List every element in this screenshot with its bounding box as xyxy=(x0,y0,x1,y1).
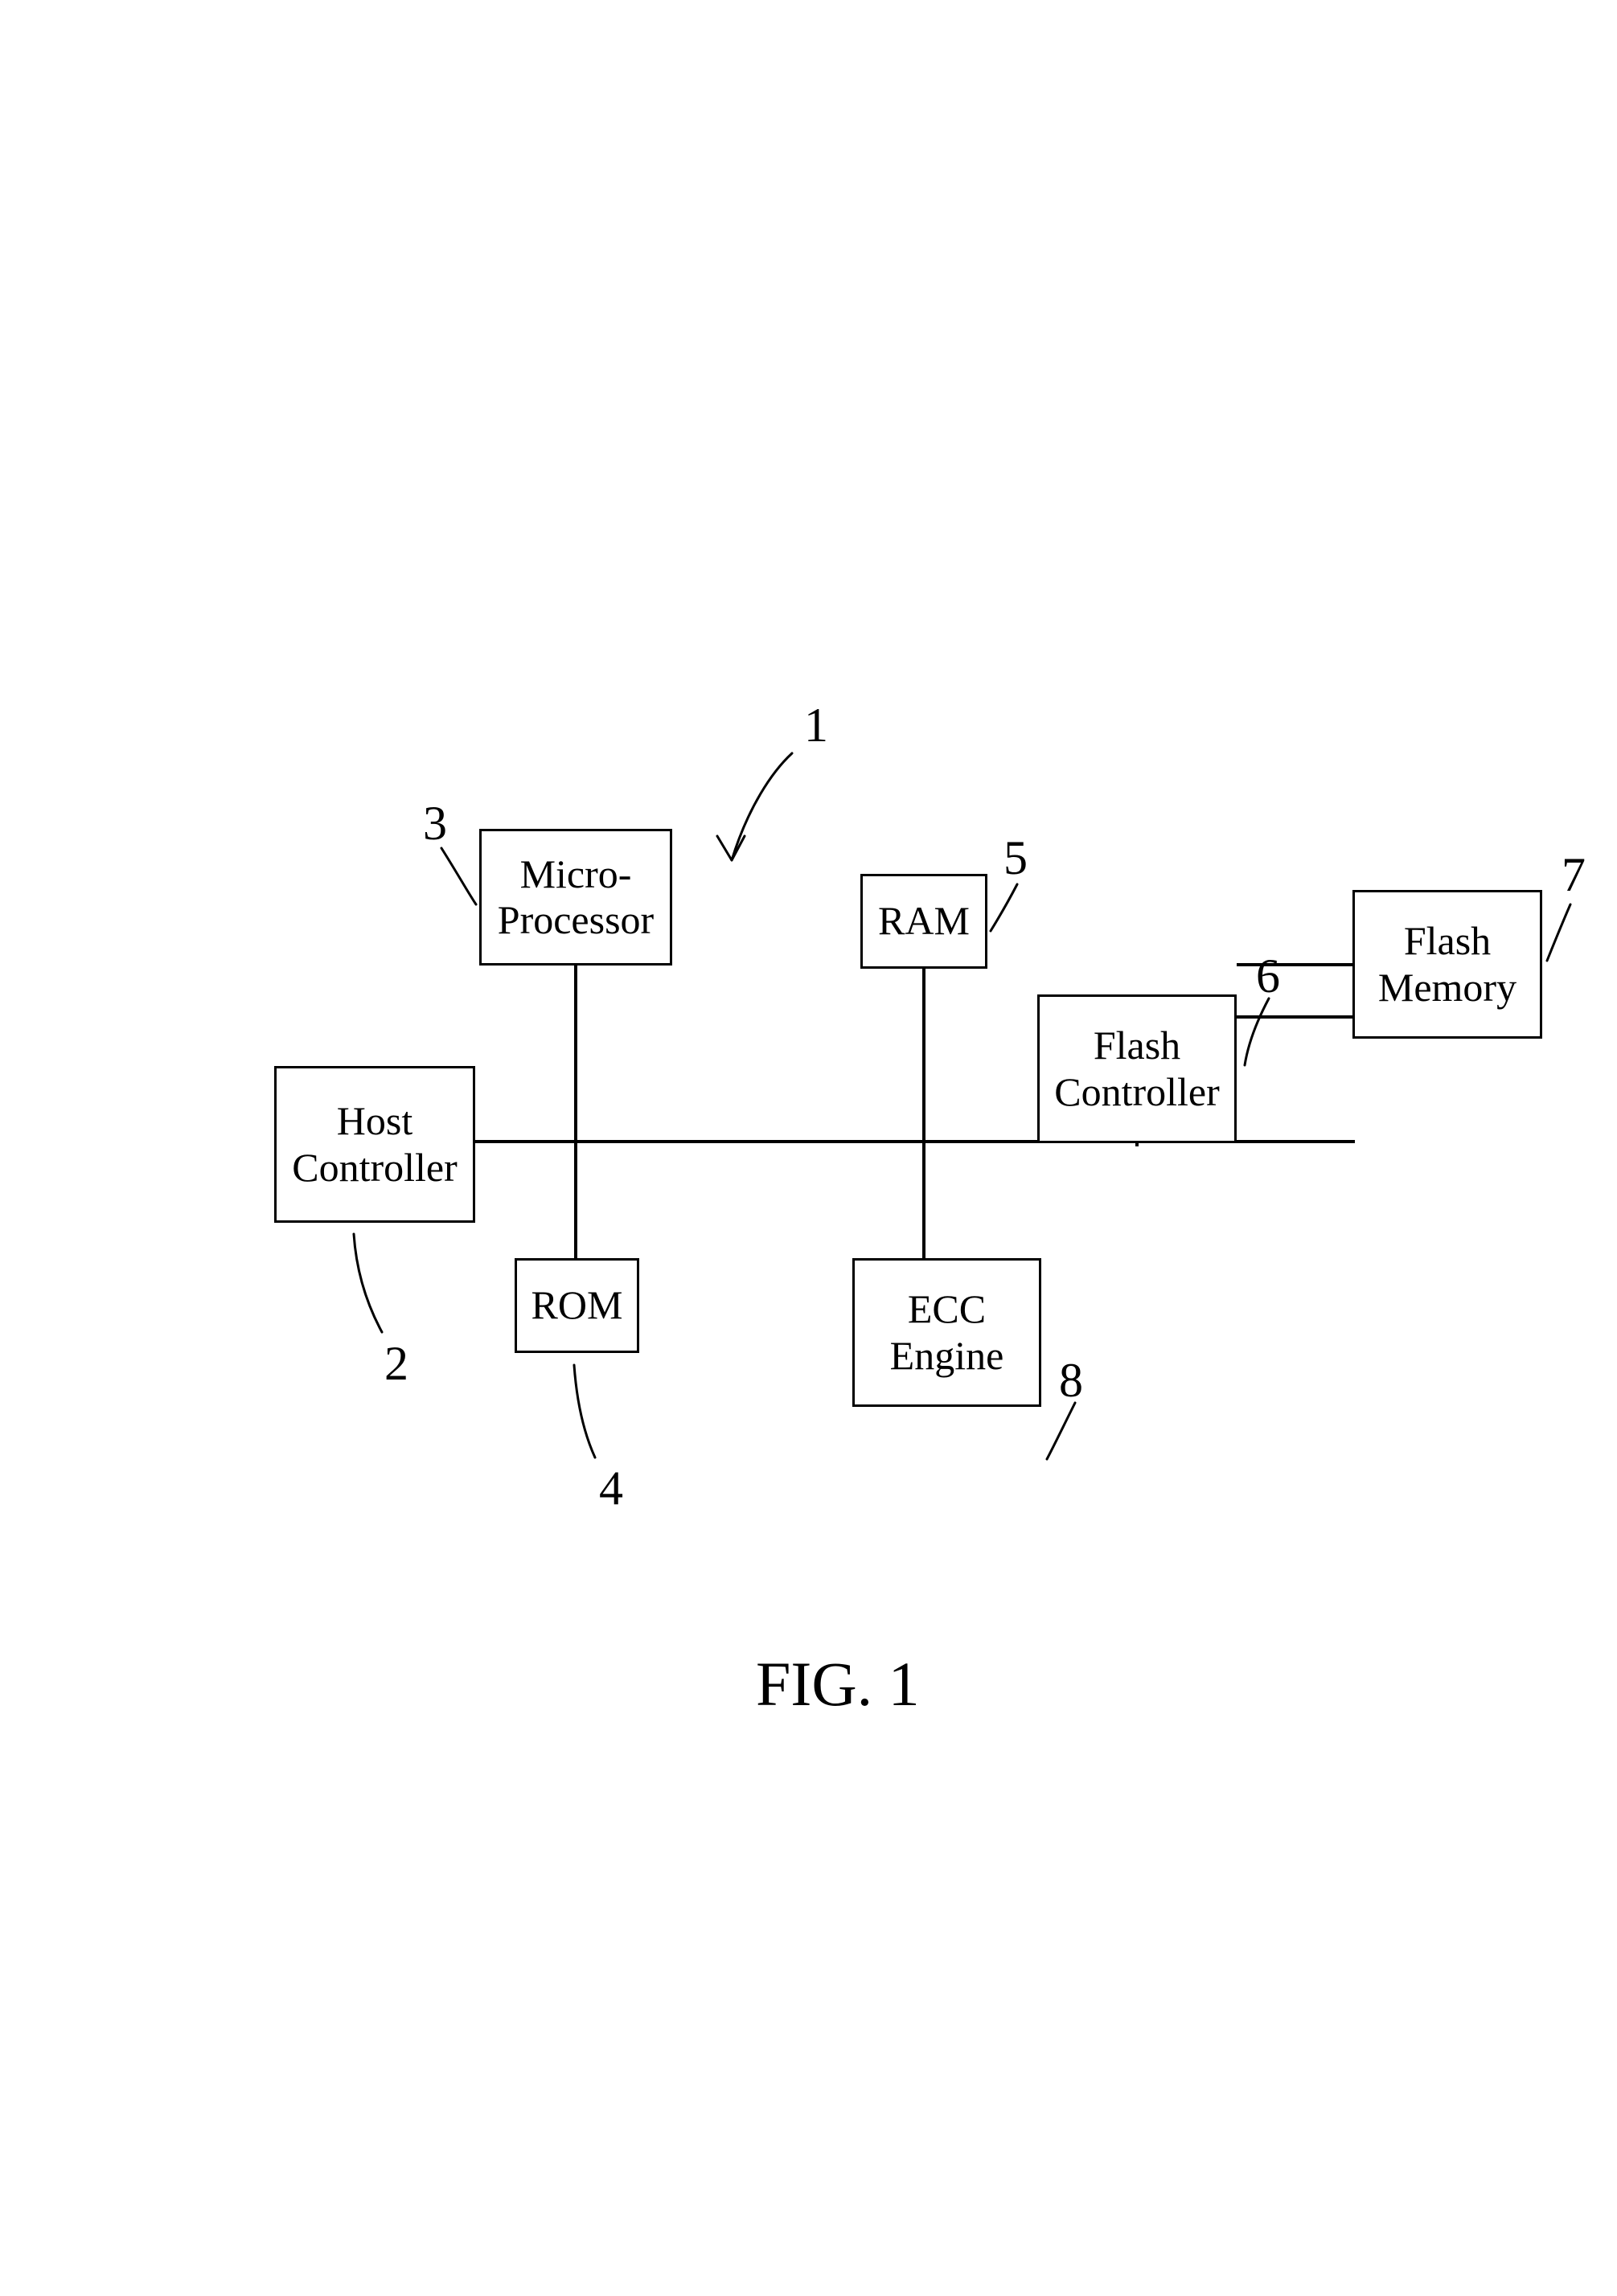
figure-caption: FIG. 1 xyxy=(756,1648,920,1720)
leader-lines xyxy=(0,0,1617,2296)
